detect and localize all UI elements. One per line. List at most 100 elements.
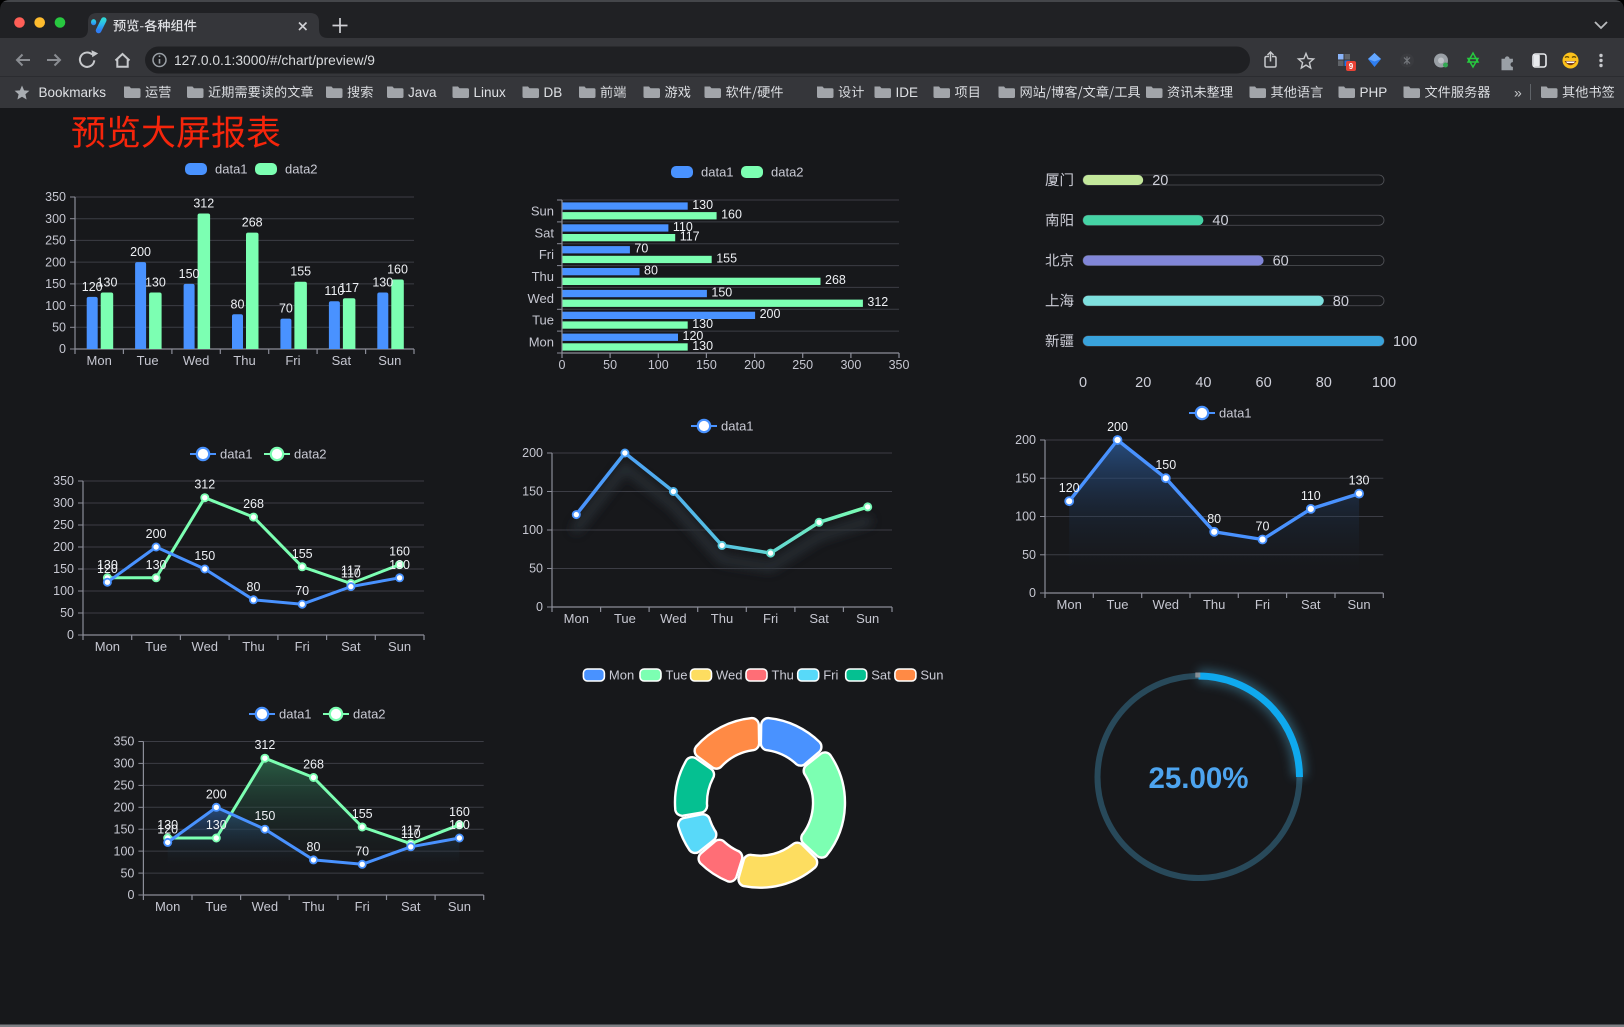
- svg-text:127.0.0.1:3000/#/chart/preview: 127.0.0.1:3000/#/chart/preview/9: [174, 53, 375, 68]
- svg-text:Fri: Fri: [823, 668, 838, 683]
- svg-text:130: 130: [145, 276, 166, 290]
- svg-text:Sat: Sat: [809, 611, 829, 626]
- svg-text:50: 50: [603, 358, 617, 372]
- svg-text:200: 200: [130, 245, 151, 259]
- svg-text:Mon: Mon: [95, 639, 120, 654]
- svg-text:Bookmarks: Bookmarks: [39, 85, 107, 100]
- svg-text:»: »: [1514, 85, 1522, 101]
- svg-text:160: 160: [449, 805, 470, 819]
- svg-text:130: 130: [206, 818, 227, 832]
- svg-text:160: 160: [389, 545, 410, 559]
- svg-text:25.00%: 25.00%: [1148, 762, 1248, 795]
- svg-text:0: 0: [127, 888, 134, 902]
- svg-text:Sun: Sun: [378, 353, 401, 368]
- svg-text:Mon: Mon: [87, 353, 112, 368]
- svg-text:130: 130: [146, 558, 167, 572]
- svg-text:Fri: Fri: [539, 247, 554, 262]
- svg-text:PHP: PHP: [1360, 85, 1388, 100]
- svg-text:70: 70: [355, 844, 369, 858]
- svg-text:100: 100: [114, 844, 135, 858]
- svg-text:60: 60: [1256, 375, 1272, 391]
- svg-text:70: 70: [634, 242, 648, 256]
- svg-text:data1: data1: [1219, 406, 1252, 421]
- svg-text:Sat: Sat: [341, 639, 361, 654]
- svg-text:40: 40: [1212, 213, 1228, 229]
- svg-text:Thu: Thu: [233, 353, 255, 368]
- svg-text:110: 110: [673, 220, 693, 234]
- svg-text:0: 0: [559, 358, 566, 372]
- svg-text:250: 250: [792, 358, 813, 372]
- svg-text:Tue: Tue: [205, 899, 227, 914]
- svg-text:Wed: Wed: [252, 899, 279, 914]
- svg-text:200: 200: [522, 446, 543, 460]
- svg-text:Tue: Tue: [666, 668, 688, 683]
- svg-text:150: 150: [254, 809, 275, 823]
- svg-text:300: 300: [53, 496, 74, 510]
- svg-text:312: 312: [193, 197, 214, 211]
- svg-text:Thu: Thu: [772, 668, 794, 683]
- svg-text:9: 9: [1349, 62, 1354, 71]
- svg-text:155: 155: [292, 547, 313, 561]
- svg-text:80: 80: [644, 264, 658, 278]
- svg-text:150: 150: [179, 267, 200, 281]
- svg-text:data1: data1: [215, 162, 248, 177]
- svg-text:data2: data2: [294, 447, 327, 462]
- svg-text:0: 0: [1029, 586, 1036, 600]
- svg-text:Thu: Thu: [532, 269, 554, 284]
- svg-text:Fri: Fri: [355, 899, 370, 914]
- svg-text:80: 80: [231, 297, 245, 311]
- svg-text:155: 155: [352, 807, 373, 821]
- svg-text:100: 100: [522, 523, 543, 537]
- svg-text:Fri: Fri: [295, 639, 310, 654]
- svg-text:Wed: Wed: [716, 668, 743, 683]
- svg-text:130: 130: [692, 339, 713, 353]
- svg-text:50: 50: [52, 321, 66, 335]
- svg-text:150: 150: [53, 562, 74, 576]
- svg-text:200: 200: [1015, 433, 1036, 447]
- svg-text:312: 312: [194, 478, 215, 492]
- svg-text:200: 200: [760, 307, 781, 321]
- svg-text:150: 150: [522, 485, 543, 499]
- svg-text:250: 250: [45, 234, 66, 248]
- svg-text:Thu: Thu: [242, 639, 264, 654]
- svg-text:268: 268: [243, 497, 264, 511]
- svg-text:Wed: Wed: [528, 291, 555, 306]
- svg-text:160: 160: [721, 208, 742, 222]
- svg-text:Tue: Tue: [137, 353, 159, 368]
- svg-text:20: 20: [1152, 173, 1168, 189]
- svg-text:312: 312: [867, 295, 888, 309]
- svg-text:100: 100: [1015, 510, 1036, 524]
- svg-text:Fri: Fri: [763, 611, 778, 626]
- svg-text:40: 40: [1195, 375, 1211, 391]
- svg-text:80: 80: [1316, 375, 1332, 391]
- svg-text:Wed: Wed: [1153, 597, 1180, 612]
- svg-text:120: 120: [683, 329, 704, 343]
- svg-text:130: 130: [157, 818, 178, 832]
- svg-text:Fri: Fri: [1255, 597, 1270, 612]
- svg-text:80: 80: [1333, 294, 1349, 310]
- svg-text:150: 150: [45, 277, 66, 291]
- svg-text:DB: DB: [544, 85, 563, 100]
- svg-text:Wed: Wed: [660, 611, 687, 626]
- svg-text:200: 200: [744, 358, 765, 372]
- svg-text:0: 0: [59, 342, 66, 356]
- svg-text:117: 117: [341, 564, 361, 578]
- svg-text:0: 0: [536, 600, 543, 614]
- svg-text:data2: data2: [285, 162, 318, 177]
- svg-text:300: 300: [45, 212, 66, 226]
- svg-text:117: 117: [680, 230, 700, 244]
- svg-text:Java: Java: [408, 85, 437, 100]
- svg-text:350: 350: [45, 190, 66, 204]
- svg-text:20: 20: [1135, 375, 1151, 391]
- svg-text:Sun: Sun: [1348, 597, 1371, 612]
- svg-text:Wed: Wed: [192, 639, 219, 654]
- svg-text:Tue: Tue: [1107, 597, 1129, 612]
- svg-text:130: 130: [97, 558, 118, 572]
- svg-text:Sat: Sat: [332, 353, 352, 368]
- svg-text:60: 60: [1273, 254, 1289, 270]
- svg-text:150: 150: [696, 358, 717, 372]
- svg-text:Mon: Mon: [564, 611, 589, 626]
- svg-text:117: 117: [401, 824, 421, 838]
- svg-text:150: 150: [711, 285, 732, 299]
- svg-text:Thu: Thu: [711, 611, 733, 626]
